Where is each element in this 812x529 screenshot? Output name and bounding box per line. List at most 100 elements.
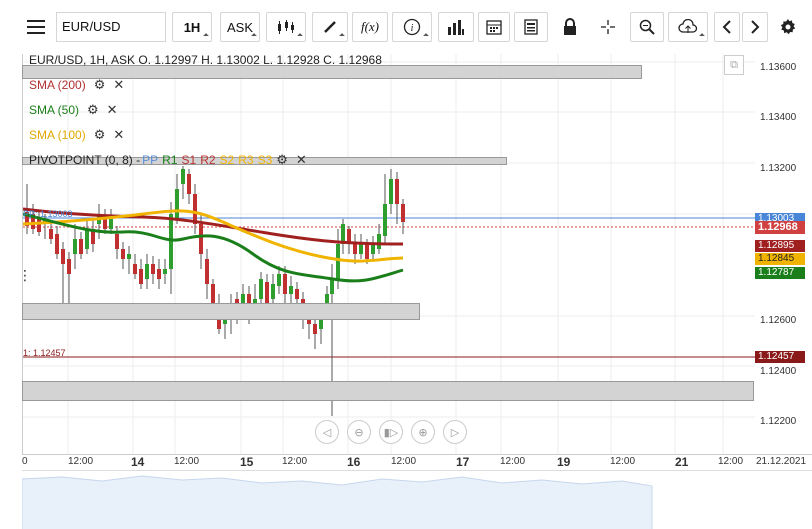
candle-body: [365, 244, 369, 259]
candle-body: [313, 324, 317, 334]
date-tick: 14: [131, 455, 145, 469]
chevron-right-icon: [751, 20, 760, 34]
candle-body: [277, 274, 281, 286]
pp-line-label: PP: 1.13003: [23, 209, 73, 219]
price-tick: 1.13400: [760, 112, 797, 123]
candle-body: [181, 169, 185, 184]
pivot-band-s1: [22, 303, 420, 320]
nav-forward-button[interactable]: ▷: [443, 420, 467, 444]
gear-icon[interactable]: ⚙: [93, 77, 106, 92]
crosshair-button[interactable]: [592, 12, 624, 42]
date-tick: 12:00: [718, 456, 744, 467]
price-type-label: ASK: [226, 19, 253, 35]
price-tick: 1.12600: [760, 315, 797, 326]
price-tick: 1.13200: [760, 163, 797, 174]
date-tick: 12:00: [282, 456, 308, 467]
overview-chart: [21, 475, 653, 529]
zoom-in-button[interactable]: ⊕: [411, 420, 435, 444]
candle-body: [371, 244, 375, 254]
candle-body: [169, 214, 173, 269]
candle-body: [271, 284, 275, 299]
cloud-button[interactable]: [668, 12, 708, 42]
pivot-pp-label: PP: [142, 153, 159, 167]
gear-icon: [780, 19, 796, 35]
date-tick: 0: [22, 456, 28, 467]
candle-body: [265, 282, 269, 304]
timeframe-label: 1H: [183, 19, 201, 35]
indicator-label: SMA (100): [29, 128, 86, 142]
drag-handle-icon[interactable]: ⋮: [18, 267, 32, 283]
candle-body: [319, 314, 323, 329]
candle-body: [289, 286, 293, 294]
date-tick: 21.12.2021: [756, 456, 807, 467]
candle-body: [336, 244, 340, 279]
nav-back-button[interactable]: ◁: [315, 420, 339, 444]
price-tick: 1.12200: [760, 416, 797, 427]
pivot-s3-label: S3: [257, 153, 273, 167]
gear-icon[interactable]: ⚙: [87, 102, 99, 117]
calendar-button[interactable]: [478, 12, 510, 42]
indicator-label: SMA (50): [29, 103, 80, 117]
candle-body: [241, 294, 245, 309]
candle-body: [401, 204, 405, 222]
candle-body: [395, 179, 399, 204]
candle-body: [295, 289, 299, 299]
candlestick-icon: [278, 20, 294, 34]
candle-body: [67, 259, 71, 274]
close-icon[interactable]: ✕: [113, 77, 125, 92]
date-tick: 17: [456, 455, 470, 469]
candle-body: [283, 274, 287, 294]
candle-body: [353, 244, 357, 254]
volume-button[interactable]: [438, 12, 474, 42]
indicators-button[interactable]: f(x): [352, 12, 388, 42]
candle-body: [73, 239, 77, 254]
candle-body: [211, 284, 215, 304]
price-tick: 1.13600: [760, 62, 797, 73]
indicator-label: SMA (200): [29, 78, 86, 92]
scroll-left-button[interactable]: [714, 12, 740, 42]
zoom-out-button[interactable]: ⊖: [347, 420, 371, 444]
candle-body: [157, 269, 161, 279]
chart-type-button[interactable]: [266, 12, 306, 42]
scroll-right-button[interactable]: [742, 12, 768, 42]
reset-button[interactable]: ▮▷: [379, 420, 403, 444]
settings-button[interactable]: [772, 12, 804, 42]
menu-button[interactable]: [18, 12, 54, 42]
gear-icon[interactable]: ⚙: [93, 127, 106, 142]
candle-body: [187, 174, 191, 194]
indicator-sma-200: SMA (200) ⚙ ✕: [29, 77, 124, 93]
dropdown-caret-icon: [203, 33, 209, 39]
symbol-value: EUR/USD: [62, 19, 121, 34]
lock-icon: [564, 18, 576, 35]
close-icon[interactable]: ✕: [113, 127, 125, 142]
cloud-upload-icon: [678, 19, 698, 33]
candle-body: [25, 212, 29, 226]
dropdown-caret-icon: [297, 33, 303, 39]
toolbar: EUR/USD 1H ASK f(x) i: [0, 0, 812, 54]
price-type-button[interactable]: ASK: [220, 12, 260, 42]
expand-icon[interactable]: ⧉: [724, 55, 744, 75]
price-tag-sma100: 1.12845: [755, 253, 805, 265]
timeframe-button[interactable]: 1H: [172, 12, 212, 42]
close-icon[interactable]: ✕: [295, 152, 307, 167]
sma-100-line: [22, 209, 404, 263]
info-button[interactable]: i: [392, 12, 432, 42]
report-button[interactable]: [514, 12, 548, 42]
lock-button[interactable]: [554, 12, 586, 42]
svg-text:i: i: [411, 23, 414, 34]
candle-body: [121, 249, 125, 259]
draw-tool-button[interactable]: [312, 12, 348, 42]
chevron-left-icon: ◁: [322, 426, 332, 439]
close-icon[interactable]: ✕: [106, 102, 118, 117]
chart-header: EUR/USD, 1H, ASK O. 1.12997 H. 1.13002 L…: [29, 53, 382, 67]
candle-body: [37, 219, 41, 232]
bar-chart-icon: [448, 20, 464, 35]
overview-navigator[interactable]: [21, 470, 812, 529]
pivot-s2-label: S2: [219, 153, 235, 167]
gear-icon[interactable]: ⚙: [276, 152, 288, 167]
date-tick: 12:00: [174, 456, 200, 467]
symbol-input[interactable]: EUR/USD: [56, 12, 166, 42]
price-tag-last: 1.12968: [755, 221, 805, 234]
zoom-button[interactable]: [630, 12, 664, 42]
pivot-s1-label: S1: [181, 153, 197, 167]
